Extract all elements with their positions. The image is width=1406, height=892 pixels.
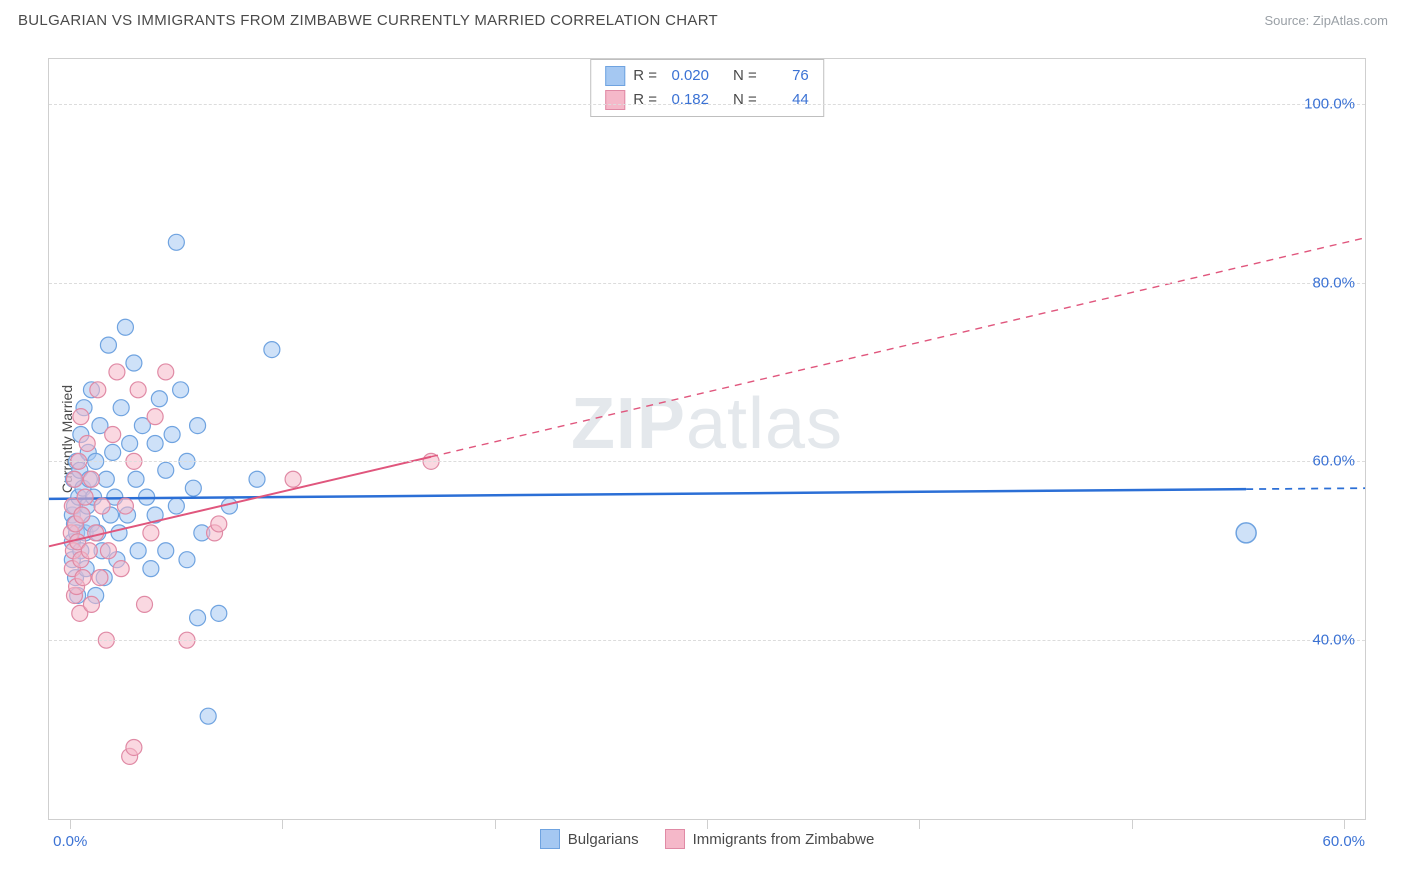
scatter-point <box>111 525 127 541</box>
y-tick-label: 60.0% <box>1312 453 1355 470</box>
x-tick-mark <box>1344 819 1345 829</box>
legend-r-val-1: 0.020 <box>665 64 709 88</box>
scatter-point <box>130 543 146 559</box>
scatter-point <box>158 364 174 380</box>
scatter-point <box>143 561 159 577</box>
legend-n-val-1: 76 <box>765 64 809 88</box>
scatter-point <box>158 543 174 559</box>
scatter-point <box>168 234 184 250</box>
legend-bottom-label-1: Bulgarians <box>568 831 639 848</box>
legend-swatch-2 <box>605 90 625 110</box>
scatter-point <box>117 498 133 514</box>
scatter-point <box>83 471 99 487</box>
scatter-point <box>190 610 206 626</box>
grid-line <box>49 461 1365 462</box>
scatter-point <box>113 400 129 416</box>
scatter-point <box>74 507 90 523</box>
chart-title: BULGARIAN VS IMMIGRANTS FROM ZIMBABWE CU… <box>18 12 718 29</box>
scatter-point <box>128 471 144 487</box>
scatter-point <box>73 409 89 425</box>
legend-bottom-item-2: Immigrants from Zimbabwe <box>665 829 875 849</box>
plot-svg <box>49 59 1365 819</box>
x-tick-label: 0.0% <box>53 833 87 850</box>
scatter-point <box>211 516 227 532</box>
scatter-point <box>285 471 301 487</box>
scatter-point <box>249 471 265 487</box>
scatter-point <box>109 364 125 380</box>
legend-bottom-swatch-1 <box>540 829 560 849</box>
legend-swatch-1 <box>605 66 625 86</box>
legend-bottom-swatch-2 <box>665 829 685 849</box>
x-tick-mark <box>1132 819 1133 829</box>
source-label: Source: ZipAtlas.com <box>1264 13 1388 28</box>
scatter-point <box>147 435 163 451</box>
legend-r-label-1: R = <box>633 64 657 88</box>
scatter-point <box>75 570 91 586</box>
scatter-point <box>211 605 227 621</box>
legend-bottom-item-1: Bulgarians <box>540 829 639 849</box>
scatter-point <box>143 525 159 541</box>
y-tick-label: 80.0% <box>1312 274 1355 291</box>
legend-bottom-label-2: Immigrants from Zimbabwe <box>693 831 875 848</box>
scatter-point <box>122 435 138 451</box>
scatter-point <box>94 498 110 514</box>
y-tick-label: 100.0% <box>1304 95 1355 112</box>
scatter-point-outlier <box>1236 523 1256 543</box>
chart-container: BULGARIAN VS IMMIGRANTS FROM ZIMBABWE CU… <box>0 0 1406 892</box>
scatter-point <box>77 489 93 505</box>
legend-row-2: R = 0.182 N = 44 <box>605 88 809 112</box>
scatter-point <box>200 708 216 724</box>
title-bar: BULGARIAN VS IMMIGRANTS FROM ZIMBABWE CU… <box>0 0 1406 40</box>
plot-area: Currently Married ZIPatlas R = 0.020 N =… <box>48 58 1366 820</box>
legend-n-val-2: 44 <box>765 88 809 112</box>
scatter-point <box>137 596 153 612</box>
scatter-point <box>98 471 114 487</box>
scatter-point <box>173 382 189 398</box>
scatter-point <box>264 342 280 358</box>
scatter-point <box>168 498 184 514</box>
scatter-point <box>185 480 201 496</box>
legend-n-label-2: N = <box>733 88 757 112</box>
scatter-point <box>79 435 95 451</box>
scatter-point <box>83 596 99 612</box>
scatter-point <box>105 427 121 443</box>
y-tick-label: 40.0% <box>1312 632 1355 649</box>
grid-line <box>49 283 1365 284</box>
grid-line <box>49 104 1365 105</box>
grid-line <box>49 640 1365 641</box>
legend-r-label-2: R = <box>633 88 657 112</box>
legend-row-1: R = 0.020 N = 76 <box>605 64 809 88</box>
scatter-point <box>88 525 104 541</box>
scatter-point <box>158 462 174 478</box>
scatter-point <box>100 337 116 353</box>
x-tick-mark <box>282 819 283 829</box>
scatter-point <box>92 570 108 586</box>
legend-top: R = 0.020 N = 76 R = 0.182 N = 44 <box>590 59 824 117</box>
x-tick-mark <box>919 819 920 829</box>
scatter-point <box>81 543 97 559</box>
regression-line-dashed <box>431 238 1365 457</box>
scatter-point <box>151 391 167 407</box>
scatter-point <box>164 427 180 443</box>
scatter-point <box>190 418 206 434</box>
scatter-point <box>100 543 116 559</box>
x-tick-mark <box>70 819 71 829</box>
scatter-point <box>126 355 142 371</box>
scatter-point <box>147 409 163 425</box>
scatter-point <box>126 739 142 755</box>
legend-n-label-1: N = <box>733 64 757 88</box>
scatter-point <box>130 382 146 398</box>
scatter-point <box>66 471 82 487</box>
regression-line-dashed <box>1246 488 1365 489</box>
x-tick-label: 60.0% <box>1322 833 1365 850</box>
scatter-point <box>179 552 195 568</box>
legend-r-val-2: 0.182 <box>665 88 709 112</box>
scatter-point <box>117 319 133 335</box>
scatter-point <box>113 561 129 577</box>
x-tick-mark <box>707 819 708 829</box>
scatter-point <box>90 382 106 398</box>
x-tick-mark <box>495 819 496 829</box>
scatter-point <box>105 444 121 460</box>
regression-line-solid <box>49 489 1246 499</box>
